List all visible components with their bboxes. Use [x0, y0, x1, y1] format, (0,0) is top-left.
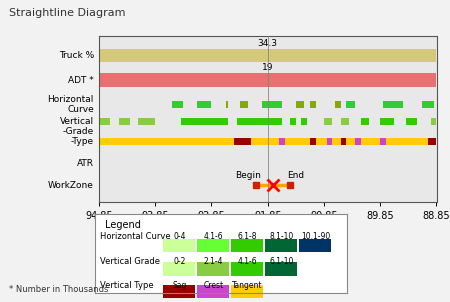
Bar	[341, 138, 346, 145]
Bar	[239, 101, 248, 108]
Text: 10.1-90: 10.1-90	[301, 232, 330, 241]
X-axis label: Milepoint: Milepoint	[245, 224, 290, 234]
Bar	[162, 285, 195, 298]
Text: Straightline Diagram: Straightline Diagram	[9, 8, 126, 18]
Text: WorkZone: WorkZone	[48, 181, 94, 190]
Bar	[324, 118, 333, 125]
Bar	[162, 239, 195, 252]
Bar	[198, 101, 212, 108]
Bar	[380, 118, 394, 125]
Text: Horizontal
Curve: Horizontal Curve	[48, 95, 94, 114]
Bar	[380, 138, 386, 145]
Text: 19: 19	[262, 63, 274, 72]
Bar	[346, 101, 355, 108]
Bar	[341, 118, 349, 125]
Bar	[180, 118, 228, 125]
Bar	[237, 118, 282, 125]
Bar	[162, 262, 195, 276]
Bar	[99, 118, 110, 125]
Text: 2.1-4: 2.1-4	[204, 257, 223, 266]
Bar	[197, 285, 230, 298]
Bar	[360, 118, 369, 125]
Text: 34.3: 34.3	[258, 39, 278, 48]
Bar	[279, 138, 284, 145]
Bar	[302, 118, 307, 125]
Bar	[265, 239, 297, 252]
Bar	[230, 262, 263, 276]
Bar	[428, 138, 436, 145]
Bar	[138, 118, 155, 125]
Bar	[230, 239, 263, 252]
Text: Vertical Type: Vertical Type	[99, 281, 153, 290]
Bar	[405, 118, 417, 125]
Bar	[310, 101, 315, 108]
Bar	[234, 138, 251, 145]
Text: ADT *: ADT *	[68, 76, 94, 85]
Bar	[310, 138, 315, 145]
Text: 4.1-6: 4.1-6	[238, 257, 257, 266]
Text: Tangent: Tangent	[232, 281, 263, 290]
Bar	[386, 138, 428, 145]
Text: Vertical
-Grade
-Type: Vertical -Grade -Type	[60, 117, 94, 146]
Bar	[119, 118, 130, 125]
Bar	[265, 262, 297, 276]
Text: 6.1-8: 6.1-8	[238, 232, 257, 241]
Bar	[225, 101, 228, 108]
Text: Begin: Begin	[235, 171, 261, 180]
Text: Truck %: Truck %	[58, 51, 94, 60]
Text: Vertical Grade: Vertical Grade	[99, 257, 160, 266]
Bar	[99, 138, 234, 145]
Bar	[299, 239, 331, 252]
Bar	[383, 101, 403, 108]
Text: Horizontal Curve: Horizontal Curve	[99, 232, 170, 241]
Text: Crest: Crest	[203, 281, 224, 290]
Bar	[423, 101, 434, 108]
Bar	[284, 138, 310, 145]
Bar	[296, 101, 304, 108]
Bar	[333, 138, 341, 145]
Bar	[99, 73, 436, 87]
Text: 0-4: 0-4	[173, 232, 186, 241]
Bar	[335, 101, 341, 108]
Text: ATR: ATR	[77, 159, 94, 168]
Bar	[315, 138, 327, 145]
Text: 6.1-10: 6.1-10	[270, 257, 294, 266]
Bar	[346, 138, 355, 145]
Bar	[251, 138, 279, 145]
Text: 4.1-6: 4.1-6	[204, 232, 223, 241]
Bar	[431, 118, 436, 125]
Text: 8.1-10: 8.1-10	[270, 232, 294, 241]
Bar	[230, 285, 263, 298]
Bar	[99, 49, 436, 63]
Text: Sag: Sag	[172, 281, 187, 290]
Text: Legend: Legend	[104, 220, 140, 230]
Bar	[197, 239, 230, 252]
Bar	[360, 138, 380, 145]
Text: End: End	[288, 171, 305, 180]
Bar	[262, 101, 282, 108]
Bar	[290, 118, 296, 125]
Text: * Number in Thousands: * Number in Thousands	[9, 285, 108, 294]
Text: 0-2: 0-2	[173, 257, 186, 266]
Bar	[355, 138, 360, 145]
Bar	[172, 101, 183, 108]
Bar	[327, 138, 333, 145]
Bar	[197, 262, 230, 276]
